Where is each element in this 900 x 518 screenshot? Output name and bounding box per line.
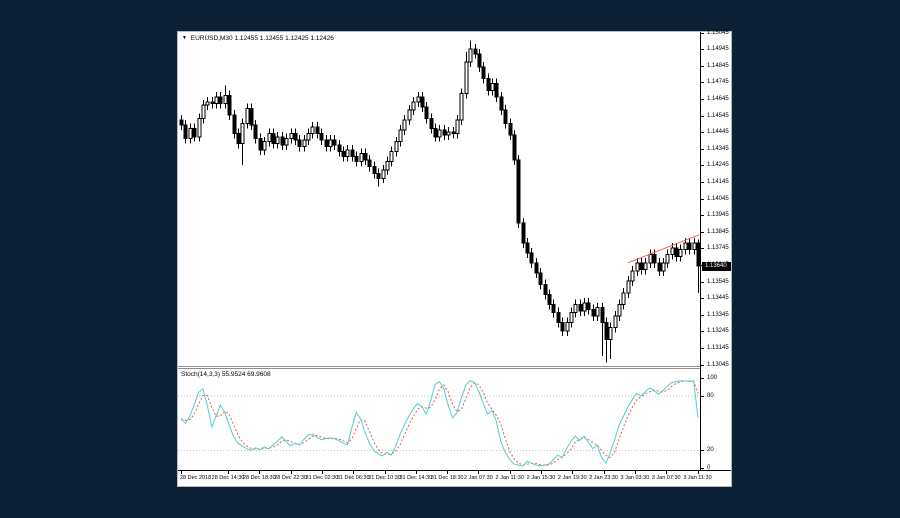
price-axis-label: 1.14145 — [707, 178, 729, 185]
price-tick — [701, 298, 704, 300]
indicator-tick — [701, 449, 704, 451]
indicator-axis-label: 0 — [707, 465, 711, 472]
time-axis-label: 3 Jan 11:30 — [683, 475, 712, 481]
price-axis-label: 1.14545 — [707, 112, 729, 119]
time-tick — [181, 471, 182, 474]
price-tick — [701, 148, 704, 150]
indicator-axis-label: 20 — [707, 446, 714, 453]
main-price-chart[interactable] — [178, 32, 700, 366]
time-axis[interactable]: 28 Dec 2018 28 Dec 14:30 28 Dec 18:30 28 De… — [178, 470, 731, 486]
price-axis-label: 1.14245 — [707, 162, 729, 169]
price-tick — [701, 347, 704, 349]
price-axis-label: 1.13045 — [707, 361, 729, 368]
time-tick — [603, 471, 605, 474]
time-axis-label: 2 Jan 11:30 — [495, 475, 524, 481]
price-tick — [701, 98, 704, 100]
indicator-tick — [701, 468, 704, 470]
time-tick — [509, 471, 511, 474]
time-axis-label: 31 Dec 14:30 — [399, 475, 433, 481]
price-axis-label: 1.14445 — [707, 129, 729, 136]
time-axis-label: 31 Dec 06:30 — [336, 475, 370, 481]
time-tick — [541, 471, 542, 474]
chart-window: ▼ EURUSD,M30 1.12455 1.12455 1.12425 1.1… — [177, 29, 732, 487]
time-tick — [415, 471, 417, 474]
price-axis-label: 1.13245 — [707, 328, 729, 335]
price-tick — [701, 231, 704, 233]
indicator-tick — [701, 395, 704, 397]
time-axis-label: 2 Jan 23:30 — [589, 475, 618, 481]
time-tick — [634, 471, 636, 474]
price-tick — [701, 49, 704, 51]
price-axis-label: 1.13745 — [707, 245, 729, 252]
time-tick — [353, 471, 355, 474]
time-axis-label: 28 Dec 22:30 — [274, 475, 307, 481]
price-tick — [701, 215, 704, 217]
price-axis-label: 1.13145 — [707, 344, 729, 351]
price-tick — [701, 314, 704, 316]
price-tick — [701, 281, 704, 283]
time-axis-label: 28 Dec 18:30 — [242, 475, 276, 481]
price-axis-label: 1.13945 — [707, 212, 729, 219]
indicator-tick — [701, 377, 704, 379]
price-tick — [701, 248, 704, 250]
time-tick — [228, 471, 229, 474]
time-tick — [478, 471, 480, 474]
time-axis-label: 31 Dec 18:30 — [430, 475, 464, 481]
indicator-axis-label: 100 — [707, 374, 718, 381]
current-price-tag: 1.13640 — [702, 261, 731, 271]
price-axis-label: 1.14945 — [707, 46, 729, 53]
price-tick — [701, 364, 704, 366]
price-axis-label: 1.14045 — [707, 195, 729, 202]
time-tick — [259, 471, 261, 474]
price-tick — [701, 331, 704, 333]
price-axis-label: 1.13845 — [707, 228, 729, 235]
time-axis-label: 31 Dec 02:30 — [305, 475, 339, 481]
price-tick — [701, 115, 704, 117]
price-axis-label: 1.13445 — [707, 295, 729, 302]
time-tick — [321, 471, 323, 474]
time-tick — [384, 471, 386, 474]
time-axis-label: 3 Jan 07:30 — [651, 475, 681, 481]
price-tick — [701, 132, 704, 134]
indicator-axis-label: 80 — [707, 392, 714, 399]
price-axis-label: 1.14345 — [707, 145, 729, 152]
stochastic-panel[interactable] — [178, 369, 700, 470]
price-tick — [701, 32, 704, 34]
time-tick — [666, 471, 668, 474]
price-axis-label: 1.13545 — [707, 278, 729, 285]
time-axis-label: 2 Jan 19:30 — [557, 475, 587, 481]
time-tick — [697, 471, 699, 474]
price-tick — [701, 181, 704, 183]
price-tick — [701, 65, 704, 67]
price-axis-label: 1.13345 — [707, 311, 729, 318]
time-axis-label: 2 Jan 15:30 — [526, 475, 556, 481]
price-tick — [701, 198, 704, 200]
price-axis[interactable]: 1.15045 1.14945 1.14845 1.14745 1.14645 1.145… — [700, 29, 731, 472]
price-axis-label: 1.14845 — [707, 62, 729, 69]
price-axis-label: 1.15045 — [707, 29, 729, 36]
time-axis-label: 28 Dec 14:30 — [211, 475, 245, 481]
time-axis-label: 2 Jan 07:30 — [464, 475, 493, 481]
price-axis-label: 1.14645 — [707, 95, 729, 102]
price-tick — [701, 165, 704, 167]
price-tick — [701, 82, 704, 84]
time-axis-label: 3 Jan 03:30 — [620, 475, 650, 481]
price-axis-label: 1.14745 — [707, 79, 729, 86]
time-axis-label: 28 Dec 2018 — [180, 475, 212, 481]
time-tick — [290, 471, 292, 474]
time-axis-label: 31 Dec 10:30 — [368, 475, 401, 481]
time-tick — [572, 471, 574, 474]
time-tick — [447, 471, 449, 474]
panel-splitter[interactable] — [178, 366, 731, 369]
